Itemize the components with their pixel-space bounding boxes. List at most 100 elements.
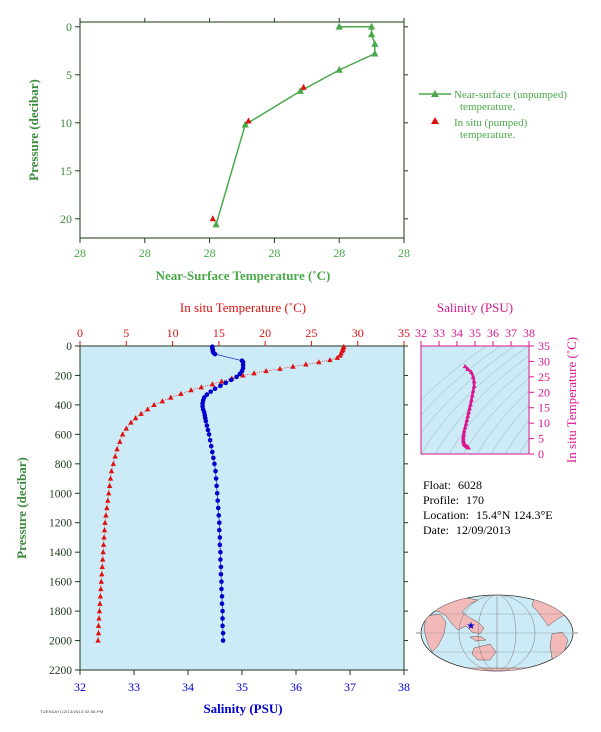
map-land xyxy=(423,595,573,671)
x-tick-label: 28 xyxy=(204,246,216,260)
ts-point xyxy=(467,405,472,411)
float-id-row: Float: 6028 xyxy=(423,478,553,493)
unpumped-point xyxy=(371,49,379,57)
salinity-point xyxy=(203,418,209,424)
date-label: Date: xyxy=(423,523,449,537)
pressure-tick-label: 2000 xyxy=(49,636,72,648)
salinity-point xyxy=(206,432,212,437)
temperature-point xyxy=(95,637,101,643)
ts-temperature-tick-label: 25 xyxy=(538,370,550,384)
salinity-point xyxy=(218,557,223,562)
ts-salinity-tick-label: 38 xyxy=(523,326,535,340)
temperature-point xyxy=(99,571,105,577)
legend-triangle-red-icon xyxy=(431,117,439,124)
pressure-tick-label: 600 xyxy=(55,429,73,441)
temperature-point xyxy=(327,356,333,363)
salinity-point xyxy=(212,351,218,357)
salinity-point xyxy=(216,513,222,518)
density-contour xyxy=(421,346,501,416)
ts-series xyxy=(460,363,477,450)
salinity-point xyxy=(204,392,210,397)
temperature-line xyxy=(97,346,345,641)
temperature-tick-label: 10 xyxy=(167,326,179,340)
temperature-point xyxy=(100,549,106,555)
legend-pumped-line1: In situ (pumped) xyxy=(454,117,528,129)
temperature-point xyxy=(138,410,144,416)
salinity-point xyxy=(218,383,223,389)
temperature-point xyxy=(106,482,113,489)
unpumped-point xyxy=(335,66,343,73)
ts-salinity-tick-label: 32 xyxy=(415,326,427,340)
density-contour xyxy=(476,390,529,454)
profile-temperature-label: In situ Temperature (˚C) xyxy=(180,300,306,315)
unpumped-point xyxy=(335,22,343,30)
temperature-point xyxy=(100,541,107,547)
temperature-point xyxy=(159,398,166,404)
temperature-point xyxy=(102,519,108,525)
temperature-point xyxy=(95,622,102,628)
profile-value: 170 xyxy=(466,493,484,507)
legend-unpumped-line2: temperature. xyxy=(460,101,516,113)
salinity-point xyxy=(218,549,223,555)
temperature-point xyxy=(101,527,108,533)
profile-row: Profile: 170 xyxy=(423,493,553,508)
ts-point xyxy=(462,363,468,369)
ts-point xyxy=(471,383,477,388)
temperature-point xyxy=(97,593,104,599)
temperature-point xyxy=(110,460,117,466)
y-tick-label: 10 xyxy=(60,116,72,130)
salinity-point xyxy=(219,579,224,584)
ts-point xyxy=(470,374,476,379)
salinity-point xyxy=(218,564,224,570)
profile-salinity-axis: 32 33 34 35 36 37 38 xyxy=(74,670,410,694)
salinity-point xyxy=(228,377,234,383)
temperature-tick-label: 35 xyxy=(398,326,410,340)
ts-density-contours xyxy=(421,346,529,454)
temperature-point xyxy=(128,419,134,425)
salinity-point xyxy=(214,490,220,496)
salinity-point xyxy=(213,468,218,474)
salinity-point xyxy=(213,476,219,481)
salinity-point xyxy=(205,427,211,433)
ts-temperature-tick-label: 20 xyxy=(538,385,550,399)
pumped-point xyxy=(245,117,252,124)
ts-point xyxy=(466,409,472,415)
pressure-tick-label: 1000 xyxy=(49,488,72,500)
salinity-point xyxy=(220,638,226,643)
salinity-tick-label: 38 xyxy=(398,680,410,694)
pressure-tick-label: 0 xyxy=(66,341,72,353)
temperature-point xyxy=(251,370,257,376)
salinity-point xyxy=(212,461,217,467)
profile-plot-frame xyxy=(79,345,405,671)
map-asia xyxy=(431,595,485,635)
ts-point xyxy=(461,433,466,438)
location-label: Location: xyxy=(423,508,469,522)
temperature-point xyxy=(290,363,296,369)
temperature-point xyxy=(334,354,341,360)
y-tick-label: 20 xyxy=(60,212,72,226)
salinity-point xyxy=(207,437,213,443)
salinity-point xyxy=(212,386,218,392)
salinity-tick-label: 37 xyxy=(344,680,356,694)
salinity-tick-label: 35 xyxy=(236,680,248,694)
temperature-point xyxy=(112,453,118,459)
pressure-tick-label: 1200 xyxy=(49,518,72,530)
ts-point xyxy=(464,417,470,422)
salinity-tick-label: 36 xyxy=(290,680,302,694)
salinity-point xyxy=(219,594,225,599)
ts-salinity-tick-label: 37 xyxy=(505,326,517,340)
near-surface-plot-frame xyxy=(79,21,405,239)
density-contour xyxy=(504,419,529,454)
timestamp-stamp: TUESDAY/12/13/2013 02:56:PM xyxy=(40,709,104,714)
salinity-point xyxy=(220,630,226,636)
ts-point xyxy=(463,421,469,426)
temperature-point xyxy=(96,615,102,621)
map-graticule xyxy=(416,594,578,672)
temperature-point xyxy=(97,600,103,606)
salinity-point xyxy=(208,443,214,449)
near-surface-legend: Near-surface (unpumped) temperature. In … xyxy=(419,89,567,141)
salinity-point xyxy=(220,616,225,621)
